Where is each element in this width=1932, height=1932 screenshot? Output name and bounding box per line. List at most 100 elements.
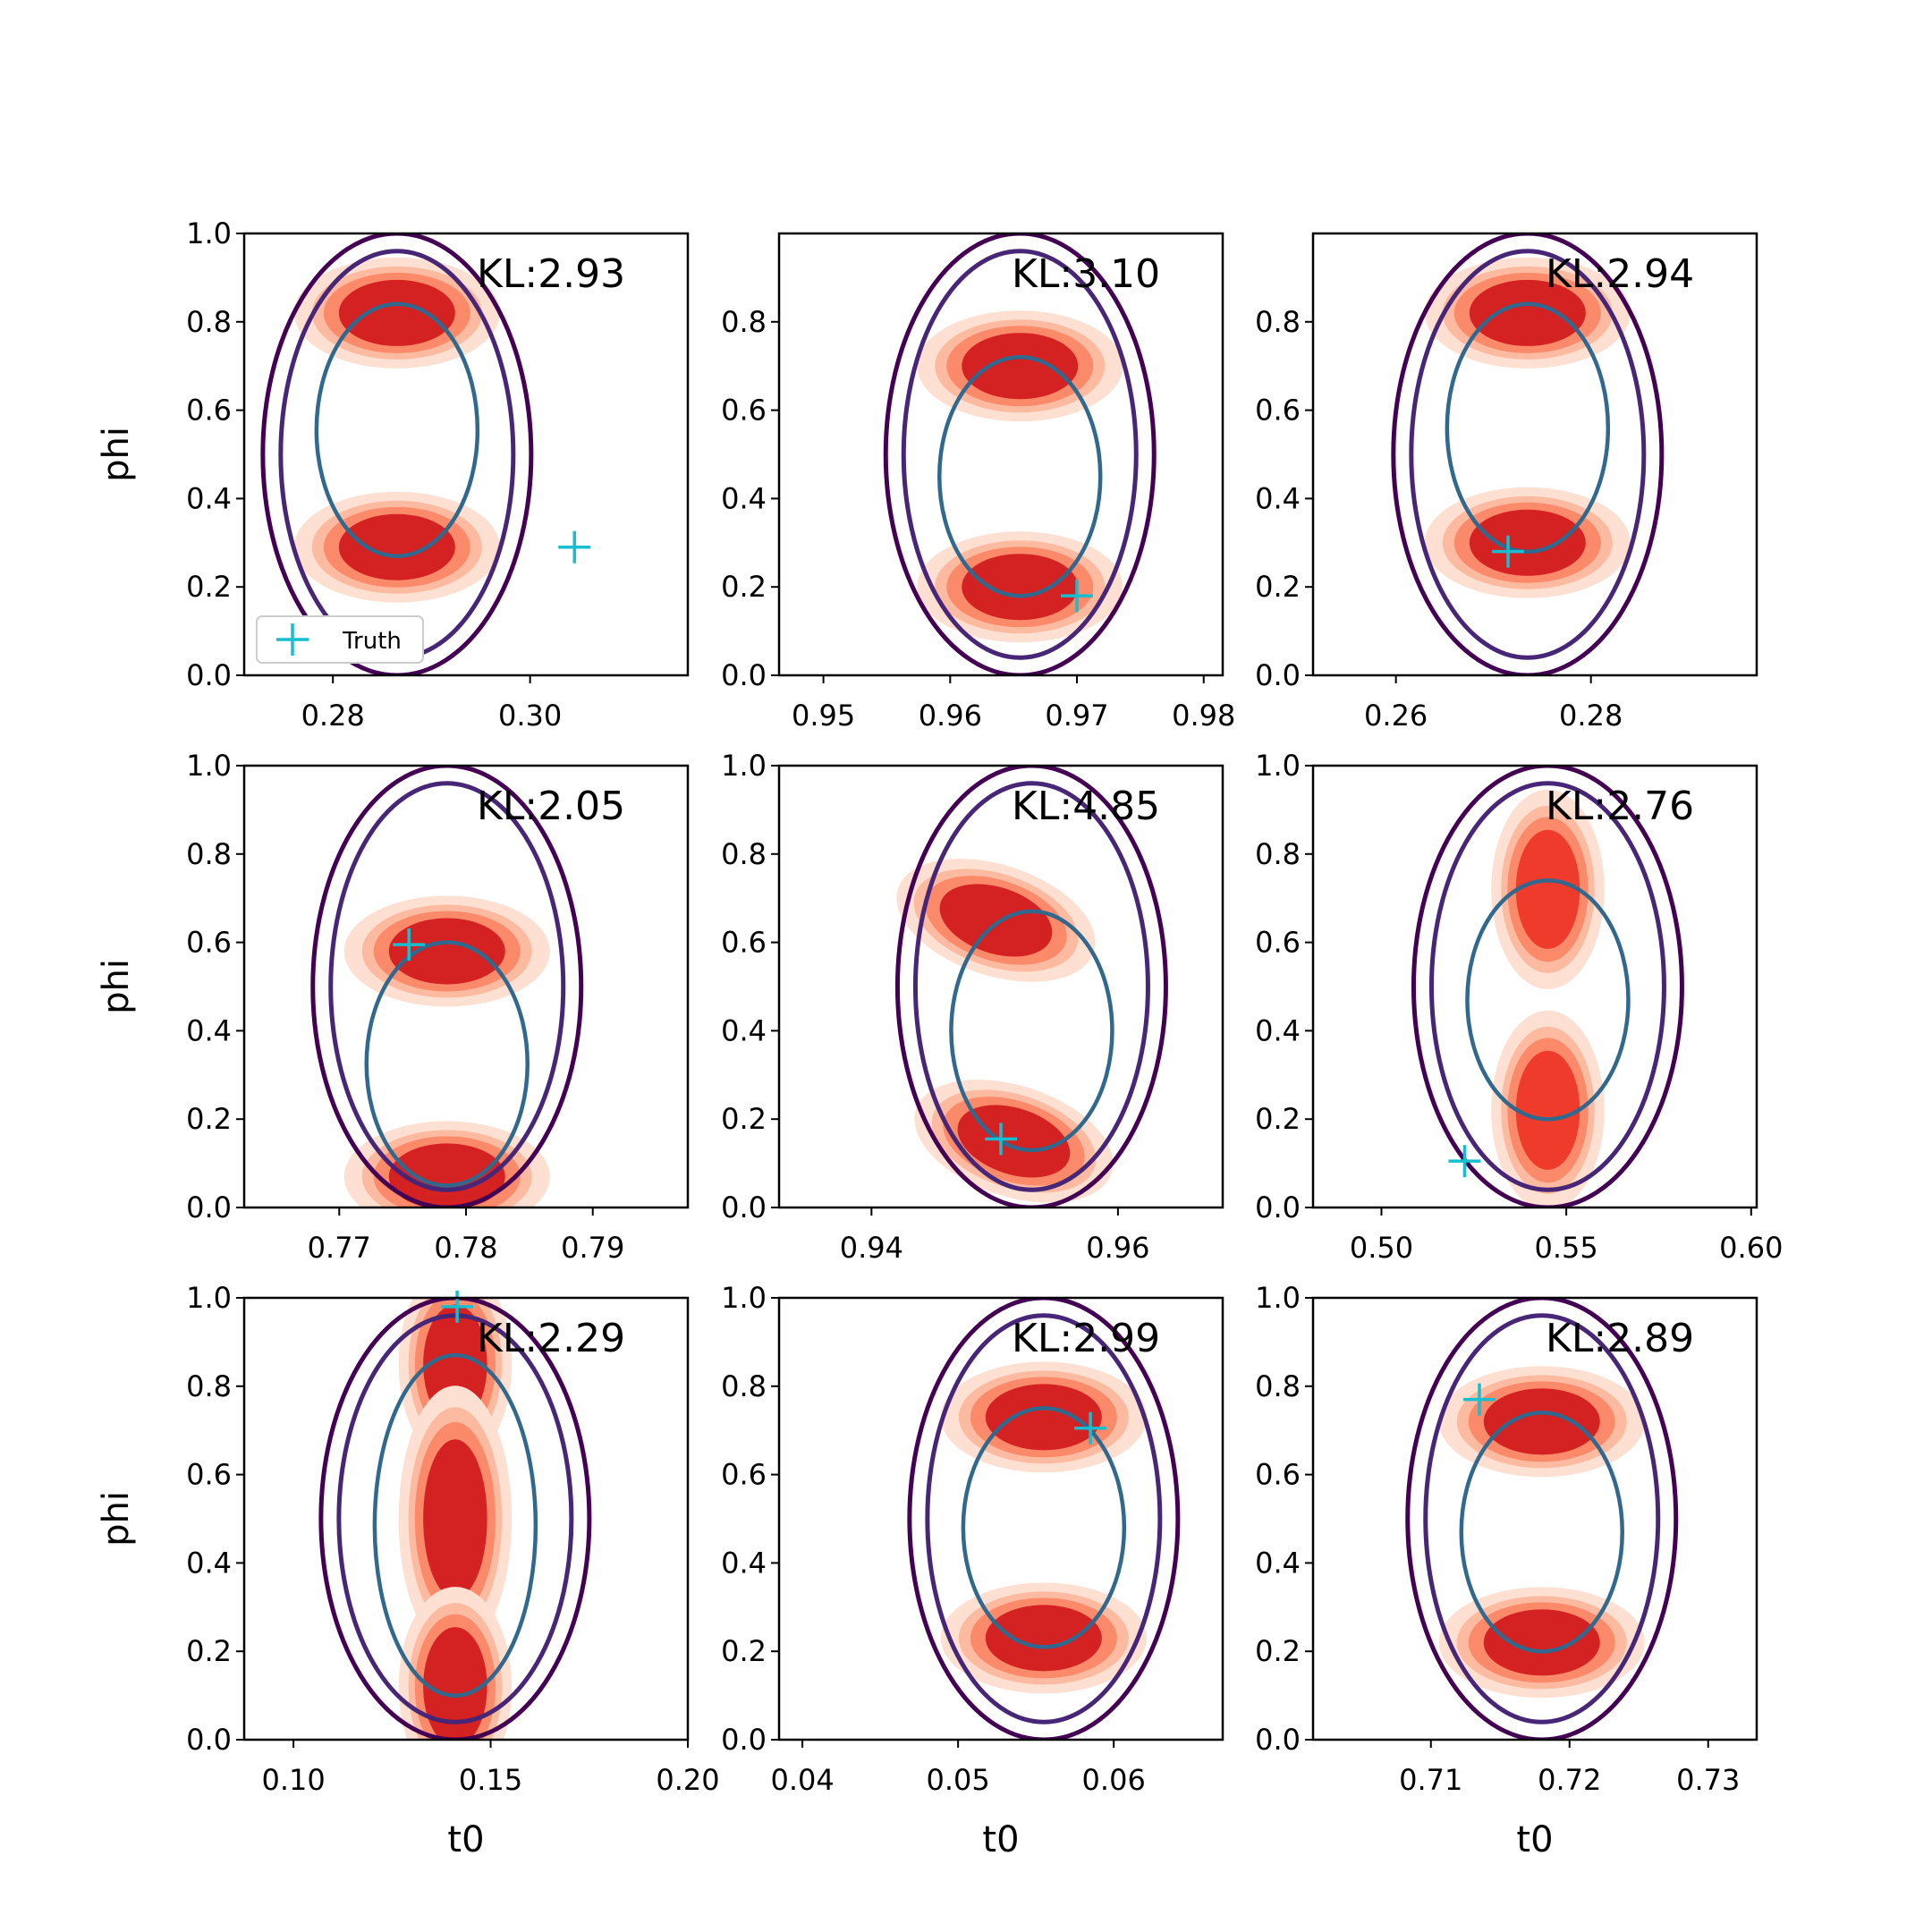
outer-contour-2 (1409, 249, 1647, 660)
x-tick-label: 0.50 (1350, 1231, 1413, 1265)
y-tick-label: 0.6 (721, 926, 767, 960)
outer-contour-1 (907, 1298, 1181, 1740)
y-tick-label: 0.0 (186, 658, 232, 692)
y-tick-label: 0.8 (721, 837, 767, 871)
y-tick-label: 0.2 (1255, 1634, 1301, 1668)
outer-contour-1 (883, 233, 1157, 675)
y-tick-label: 0.6 (186, 926, 232, 960)
outer-contour-1 (310, 766, 584, 1208)
axes-frame (777, 232, 1224, 677)
y-tick-label: 0.0 (1255, 1723, 1301, 1757)
y-axis-label: phi (96, 1491, 137, 1546)
y-axis-label: phi (96, 427, 137, 482)
inner-contour (937, 354, 1103, 598)
plot-area (1391, 233, 1665, 675)
density-fill-level-4 (1515, 829, 1580, 949)
y-tick-label: 0.4 (721, 1546, 767, 1580)
density-fill-level-4 (388, 1143, 505, 1208)
density-fill-level-4 (338, 513, 455, 580)
outer-contour-1 (1391, 233, 1665, 675)
x-tick-label: 0.04 (770, 1763, 834, 1797)
x-tick-label: 0.95 (792, 699, 855, 733)
inner-contour (314, 301, 480, 558)
truth-marker (1492, 535, 1525, 568)
axes-frame (1311, 764, 1758, 1209)
y-tick-label: 0.8 (186, 837, 232, 871)
y-tick-label: 0.6 (1255, 394, 1301, 428)
y-tick-label: 0.4 (721, 1013, 767, 1047)
y-tick-label: 0.0 (1255, 658, 1301, 692)
subplot-2: 0.0 0.2 0.4 0.6 0.8 0.95 0.96 0.97 0.98 KL:3.10 (721, 232, 1235, 733)
y-tick-label: 0.4 (1255, 1546, 1301, 1580)
y-tick-label: 0.8 (721, 305, 767, 339)
plot-area (907, 1298, 1181, 1740)
truth-marker (441, 1290, 474, 1323)
x-tick-label: 0.06 (1082, 1763, 1146, 1797)
legend-entry-truth: Truth (342, 628, 402, 655)
plot-area (894, 766, 1168, 1208)
density-fill-level-4 (985, 1605, 1102, 1672)
y-tick-label: 0.4 (721, 481, 767, 515)
y-tick-label: 0.0 (186, 1723, 232, 1757)
axes-frame (777, 764, 1224, 1209)
outer-contour-2 (925, 1313, 1163, 1724)
y-tick-label: 0.8 (186, 1369, 232, 1403)
density-fill-level-4 (957, 1105, 1071, 1178)
kl-annotation: KL:2.94 (1546, 251, 1694, 297)
kl-annotation: KL:2.05 (477, 784, 625, 829)
x-tick-label: 0.98 (1172, 699, 1235, 733)
y-tick-label: 0.8 (1255, 1369, 1301, 1403)
inner-contour (961, 1406, 1127, 1649)
y-tick-label: 1.0 (186, 216, 232, 250)
truth-marker (1074, 1411, 1107, 1445)
x-axis-label: t0 (982, 1819, 1019, 1860)
y-tick-label: 0.6 (721, 394, 767, 428)
truth-marker (985, 1123, 1017, 1156)
outer-contour-2 (901, 249, 1139, 660)
y-tick-label: 0.4 (186, 481, 232, 515)
y-tick-label: 1.0 (721, 749, 767, 783)
y-tick-label: 0.0 (721, 658, 767, 692)
y-tick-label: 0.8 (721, 1369, 767, 1403)
outer-contour-1 (260, 233, 534, 675)
subplot-3: 0.0 0.2 0.4 0.6 0.8 0.26 0.28 KL:2.94 (1255, 232, 1758, 733)
x-tick-label: 0.20 (656, 1763, 719, 1797)
density-fill-level-4 (985, 1384, 1102, 1451)
y-tick-label: 0.4 (1255, 1013, 1301, 1047)
truth-marker (1463, 1383, 1496, 1416)
y-tick-label: 0.8 (1255, 837, 1301, 871)
x-axis-label: t0 (1516, 1819, 1553, 1860)
density-fill-level-4 (423, 1439, 487, 1598)
y-tick-label: 0.8 (1255, 305, 1301, 339)
inner-contour (1445, 301, 1611, 555)
inner-contour (372, 1352, 538, 1698)
truth-marker (393, 928, 426, 962)
density-fill-level-4 (423, 1627, 487, 1740)
y-tick-label: 0.2 (1255, 1102, 1301, 1136)
density-fill-level-4 (939, 884, 1053, 957)
plot-area (310, 766, 584, 1208)
kl-annotation: KL:2.29 (477, 1316, 625, 1361)
x-axis-label: t0 (447, 1819, 484, 1860)
y-tick-label: 0.8 (186, 305, 232, 339)
subplot-4: 0.0 0.2 0.4 0.6 0.8 1.0 0.77 0.78 0.79 KL:2.05 phi (96, 749, 690, 1265)
x-tick-label: 0.15 (459, 1763, 522, 1797)
x-tick-label: 0.96 (1086, 1231, 1149, 1265)
x-tick-label: 0.79 (561, 1231, 624, 1265)
y-tick-label: 1.0 (1255, 749, 1301, 783)
y-tick-label: 0.6 (186, 1458, 232, 1492)
subplot-7: 0.0 0.2 0.4 0.6 0.8 1.0 0.10 0.15 0.20 KL:2.29 phi… (96, 1281, 720, 1860)
x-tick-label: 0.77 (308, 1231, 371, 1265)
legend: Truth (256, 615, 424, 664)
density-fill-level-4 (1483, 1609, 1600, 1676)
y-tick-label: 0.4 (1255, 481, 1301, 515)
y-tick-label: 1.0 (186, 749, 232, 783)
density-fill-level-4 (1469, 279, 1586, 346)
x-tick-label: 0.60 (1719, 1231, 1783, 1265)
x-tick-label: 0.96 (919, 699, 982, 733)
x-tick-label: 0.73 (1676, 1763, 1740, 1797)
outer-contour-1 (318, 1298, 592, 1740)
truth-marker (1448, 1145, 1481, 1178)
density-fill-level-4 (338, 279, 455, 346)
outer-contour-1 (894, 766, 1168, 1208)
